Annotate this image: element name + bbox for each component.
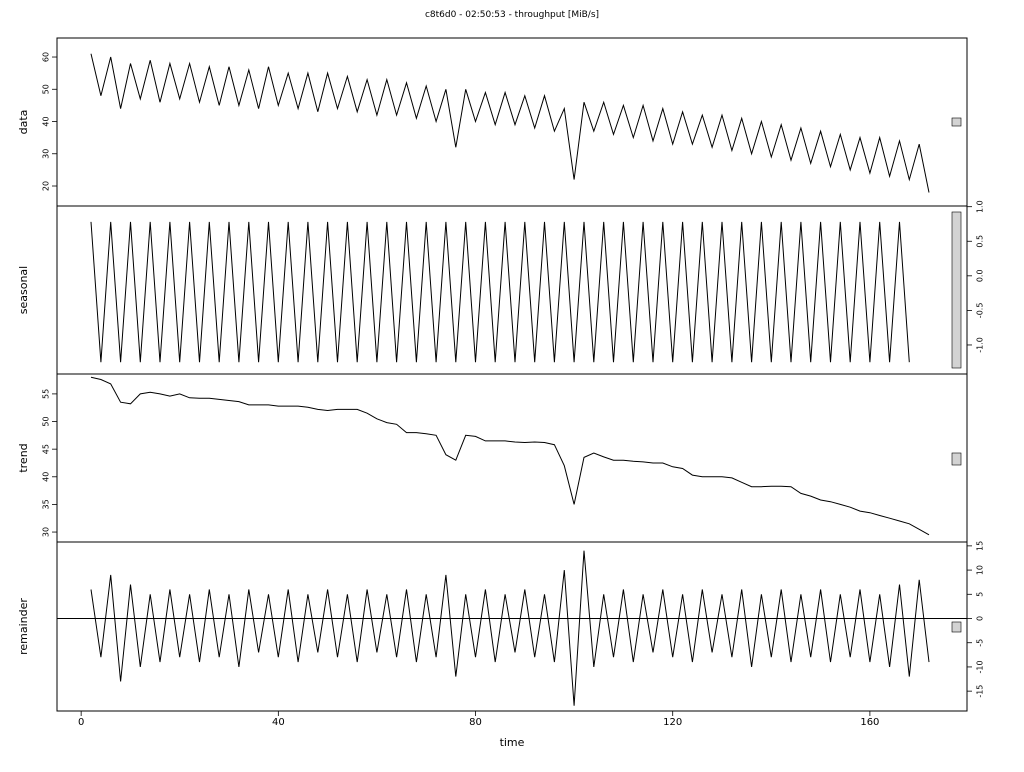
- panel-frame: [56, 37, 968, 207]
- y-tick-label: 1.0: [976, 200, 985, 213]
- y-tick-label: 50: [42, 84, 51, 94]
- x-tick-label: 160: [860, 717, 879, 728]
- y-tick-label: 60: [42, 52, 51, 62]
- range-bar: [951, 117, 962, 127]
- y-tick-label: 15: [976, 541, 985, 551]
- range-bar: [951, 211, 962, 369]
- y-tick-label: -0.5: [976, 303, 985, 319]
- y-tick-label: 30: [42, 527, 51, 537]
- y-tick-label: 5: [976, 592, 985, 597]
- y-tick-label: -10: [976, 660, 985, 673]
- panel-label: remainder: [17, 598, 30, 655]
- y-tick-label: 30: [42, 149, 51, 159]
- panel-frame: [56, 205, 968, 375]
- y-tick-label: 40: [42, 116, 51, 126]
- y-tick-label: 35: [42, 499, 51, 509]
- series-line: [90, 550, 930, 706]
- panel-frame: [56, 541, 968, 712]
- panel-frame: [56, 373, 968, 543]
- x-tick-label: 40: [272, 717, 285, 728]
- y-tick-label: 40: [42, 472, 51, 482]
- x-axis-label: time: [500, 736, 525, 749]
- y-tick-label: 0.0: [976, 269, 985, 282]
- range-bar: [951, 621, 962, 633]
- series-line: [90, 221, 910, 363]
- y-tick-label: 10: [976, 565, 985, 575]
- y-tick-label: 0: [976, 616, 985, 621]
- series-line: [90, 376, 930, 536]
- range-bar: [951, 452, 962, 466]
- y-tick-label: 55: [42, 389, 51, 399]
- y-tick-label: -5: [976, 639, 985, 647]
- chart-title: c8t6d0 - 02:50:53 - throughput [MiB/s]: [425, 10, 599, 20]
- x-tick-label: 120: [663, 717, 682, 728]
- y-tick-label: 45: [42, 444, 51, 454]
- y-tick-label: -1.0: [976, 337, 985, 353]
- panel-label: seasonal: [17, 266, 30, 314]
- x-tick-label: 80: [469, 717, 482, 728]
- series-line: [90, 53, 930, 193]
- panel-label: data: [17, 110, 30, 135]
- panel-label: trend: [17, 443, 30, 472]
- y-tick-label: -15: [976, 685, 985, 698]
- y-tick-label: 0.5: [976, 235, 985, 248]
- x-tick-label: 0: [78, 717, 84, 728]
- y-tick-label: 20: [42, 181, 51, 191]
- y-tick-label: 50: [42, 416, 51, 426]
